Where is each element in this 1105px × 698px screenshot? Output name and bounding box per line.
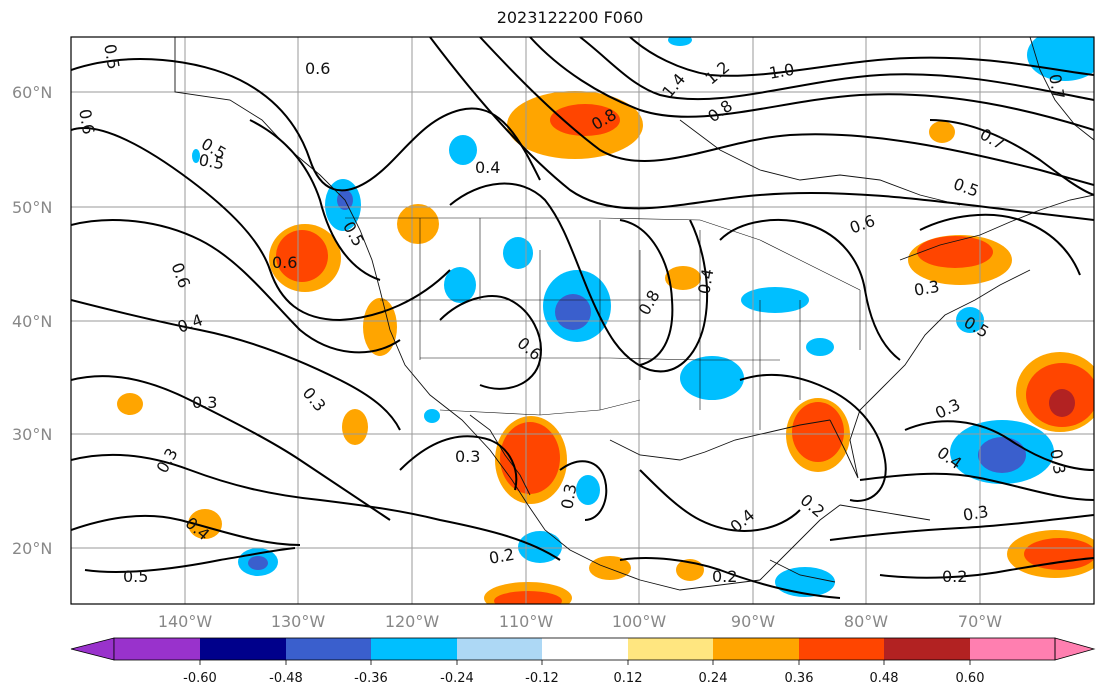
contour-label: 0.2: [942, 567, 967, 586]
contour-label: 0.2: [487, 545, 515, 568]
contour-label: 0.6: [272, 253, 297, 272]
colorbar-bin: [799, 638, 884, 660]
colorbar-low-extend: [70, 637, 115, 661]
colorbar-tick-label: 0.12: [614, 671, 643, 686]
colorbar-tick-marks: [199, 660, 971, 665]
chart-title: 2023122200 F060: [496, 8, 644, 27]
colorbar-tick-label: -0.36: [354, 671, 388, 686]
contour-label: 0.3: [455, 447, 480, 466]
lon-label: 70°W: [958, 612, 1002, 631]
contour-label: 0.5: [123, 567, 148, 586]
colorbar-tick-label: 0.24: [699, 671, 728, 686]
colorbar-bin: [542, 638, 628, 660]
political-borders: [345, 217, 861, 430]
colorbar: -0.60 -0.48 -0.36 -0.24 -0.12 0.12 0.24 …: [70, 637, 1096, 686]
colorbar-bin: [286, 638, 371, 660]
colorbar-bin: [114, 638, 200, 660]
contour-label: 0.7: [1045, 72, 1068, 100]
contour-label: 0.3: [1046, 447, 1069, 475]
contour-label: 0.6: [305, 59, 330, 78]
lat-label: 30°N: [12, 425, 52, 444]
lat-label: 50°N: [12, 198, 52, 217]
colorbar-border: [113, 637, 1056, 661]
latitude-labels: 60°N 50°N 40°N 30°N 20°N: [12, 83, 52, 558]
gridlines: [71, 37, 1094, 604]
colorbar-bin: [884, 638, 970, 660]
colorbar-bin: [970, 638, 1055, 660]
colorbar-bin: [200, 638, 286, 660]
lat-label: 40°N: [12, 312, 52, 331]
lat-label: 20°N: [12, 539, 52, 558]
contour-label: 0.3: [557, 482, 580, 510]
contour-label: 0.4: [694, 267, 717, 295]
contour-labels: 0.5 0.6 0.6 0.5 0.5 0.4 0.3 0.3 0.5 0.6 …: [75, 42, 1069, 586]
lon-label: 80°W: [844, 612, 888, 631]
colorbar-tick-label: 0.36: [785, 671, 814, 686]
lon-label: 120°W: [385, 612, 440, 631]
contour-label: 0.5: [100, 42, 123, 70]
lon-label: 130°W: [271, 612, 326, 631]
contour-lines: [71, 37, 1094, 599]
colorbar-bin: [457, 638, 542, 660]
colorbar-tick-labels: -0.60 -0.48 -0.36 -0.24 -0.12 0.12 0.24 …: [183, 671, 984, 686]
contour-label: 0.2: [712, 567, 737, 586]
colorbar-bin: [371, 638, 457, 660]
contour-label: 0.4: [475, 158, 500, 177]
colorbar-tick-label: -0.60: [183, 671, 217, 686]
map-frame: [70, 36, 1095, 605]
lon-label: 110°W: [499, 612, 554, 631]
contour-label: 0.6: [75, 107, 98, 135]
lon-label: 90°W: [731, 612, 775, 631]
longitude-labels: 140°W 130°W 120°W 110°W 100°W 90°W 80°W …: [158, 612, 1002, 631]
contour-label: 0.5: [197, 150, 225, 173]
colorbar-bin: [628, 638, 713, 660]
lat-label: 60°N: [12, 83, 52, 102]
lon-label: 140°W: [158, 612, 213, 631]
lon-label: 100°W: [612, 612, 667, 631]
colorbar-tick-label: 0.48: [870, 671, 899, 686]
contour-label: 0.3: [961, 502, 989, 525]
contour-label: 0.3: [912, 277, 940, 300]
contour-label: 0.3: [192, 393, 217, 412]
colorbar-bin: [713, 638, 799, 660]
colorbar-tick-label: -0.48: [269, 671, 303, 686]
colorbar-tick-label: 0.60: [956, 671, 985, 686]
contour-label: 1.0: [767, 60, 795, 83]
colorbar-tick-label: -0.24: [440, 671, 474, 686]
colorbar-tick-label: -0.12: [525, 671, 559, 686]
colorbar-high-extend: [1054, 637, 1096, 661]
